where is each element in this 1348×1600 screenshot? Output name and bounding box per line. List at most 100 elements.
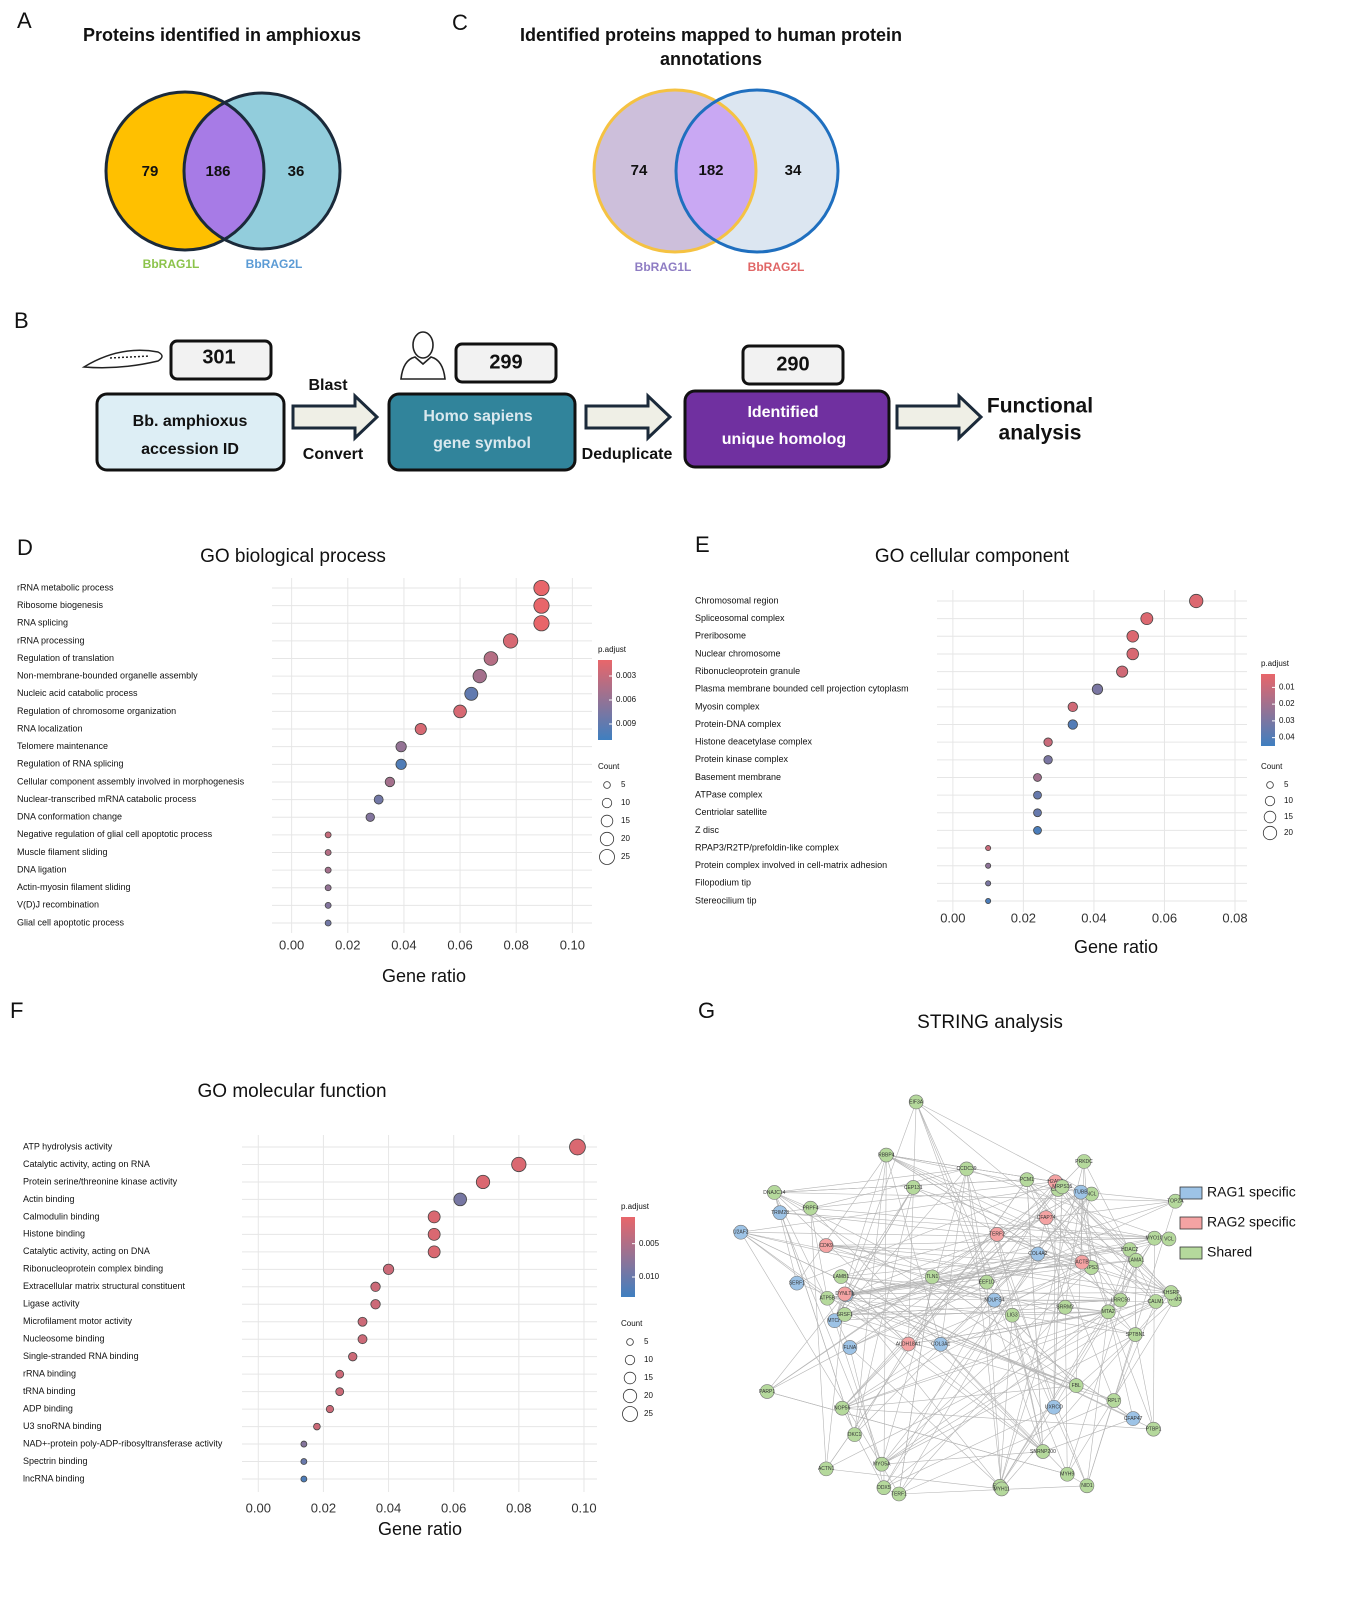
fish-icon bbox=[81, 349, 163, 369]
dot bbox=[427, 1227, 441, 1241]
step-box bbox=[683, 389, 891, 469]
step-count: 299 bbox=[489, 351, 522, 373]
step-count: 301 bbox=[202, 346, 235, 368]
node-label: MYO5A bbox=[873, 1462, 891, 1468]
node-label: SRSF1 bbox=[837, 1312, 853, 1318]
x-tick-label: 0.02 bbox=[311, 1500, 336, 1515]
size-label: 10 bbox=[621, 798, 630, 807]
category-label: U3 snoRNA binding bbox=[23, 1421, 102, 1431]
chart-title: STRING analysis bbox=[917, 1012, 1063, 1033]
legend-label: Shared bbox=[1207, 1244, 1252, 1260]
venn-count: 182 bbox=[698, 162, 723, 179]
node bbox=[733, 1224, 749, 1240]
category-label: Protein-DNA complex bbox=[695, 719, 782, 729]
edge bbox=[898, 1400, 1114, 1495]
node-label: U2AF2 bbox=[733, 1230, 749, 1236]
x-tick-label: 0.06 bbox=[447, 937, 472, 952]
legend-title: Count bbox=[1261, 762, 1283, 771]
edge bbox=[881, 1267, 1092, 1465]
edge bbox=[740, 1231, 1044, 1452]
node-label: LAMA1 bbox=[1128, 1258, 1145, 1264]
size-key bbox=[622, 1388, 638, 1404]
dot bbox=[503, 633, 519, 649]
node bbox=[1128, 1327, 1143, 1342]
dot bbox=[300, 1475, 308, 1483]
node bbox=[1038, 1210, 1054, 1225]
category-label: tRNA binding bbox=[23, 1386, 76, 1396]
x-tick-label: 0.10 bbox=[560, 937, 585, 952]
size-key bbox=[601, 797, 613, 809]
node bbox=[767, 1185, 782, 1200]
node bbox=[1100, 1304, 1116, 1320]
edge bbox=[940, 1168, 967, 1345]
node bbox=[994, 1481, 1009, 1497]
dot bbox=[985, 862, 992, 869]
node-label: CCDC39 bbox=[957, 1166, 977, 1172]
dot bbox=[357, 1316, 368, 1327]
dot bbox=[382, 1263, 395, 1275]
node bbox=[1148, 1294, 1164, 1309]
step-count: 290 bbox=[776, 353, 809, 375]
edge bbox=[827, 1297, 1013, 1316]
edge bbox=[1135, 1260, 1137, 1335]
dot bbox=[395, 758, 407, 770]
category-label: Nuclear-transcribed mRNA catabolic proce… bbox=[17, 794, 197, 804]
x-tick-label: 0.02 bbox=[1011, 910, 1036, 925]
edge bbox=[940, 1301, 1156, 1345]
edge bbox=[826, 1292, 1172, 1470]
node-label: COL4A2 bbox=[1028, 1251, 1047, 1257]
x-axis-label: Gene ratio bbox=[382, 966, 466, 986]
legend-title: p.adjust bbox=[598, 645, 627, 654]
category-label: Regulation of translation bbox=[17, 653, 114, 663]
dot bbox=[985, 898, 992, 904]
venn-count: 79 bbox=[142, 163, 159, 180]
edge bbox=[796, 1181, 1056, 1284]
node bbox=[837, 1286, 853, 1302]
colorbar-label: 0.009 bbox=[616, 719, 637, 728]
edge bbox=[740, 1231, 933, 1278]
edge bbox=[779, 1212, 883, 1465]
node bbox=[1128, 1253, 1144, 1268]
node-label: ALDH18A1 bbox=[896, 1341, 921, 1347]
edge bbox=[810, 1208, 827, 1469]
node-label: CEP131 bbox=[904, 1185, 923, 1191]
node bbox=[1057, 1299, 1073, 1315]
edge bbox=[881, 1299, 1121, 1465]
node bbox=[847, 1427, 862, 1442]
node bbox=[803, 1200, 818, 1216]
legend-title: p.adjust bbox=[621, 1202, 650, 1211]
node-label: NID1 bbox=[1081, 1483, 1093, 1489]
edge bbox=[996, 1234, 1044, 1452]
size-key bbox=[603, 781, 611, 789]
category-label: Ribosome biogenesis bbox=[17, 600, 104, 610]
edge bbox=[886, 1154, 1172, 1293]
dot bbox=[483, 651, 499, 666]
node bbox=[842, 1340, 858, 1355]
category-label: Ribonucleoprotein complex binding bbox=[23, 1264, 163, 1274]
edge bbox=[740, 1231, 1134, 1419]
category-label: Histone deacetylase complex bbox=[695, 737, 813, 747]
dot bbox=[1067, 719, 1078, 730]
edge bbox=[826, 1468, 1002, 1490]
category-label: lncRNA binding bbox=[23, 1473, 85, 1483]
colorbar bbox=[1261, 674, 1275, 746]
node-label: ACTB bbox=[1075, 1260, 1089, 1266]
category-label: Nucleic acid catabolic process bbox=[17, 688, 138, 698]
edge bbox=[881, 1301, 1157, 1465]
x-tick-label: 0.00 bbox=[279, 937, 304, 952]
dot bbox=[395, 741, 407, 753]
edge bbox=[840, 1276, 995, 1301]
x-tick-label: 0.08 bbox=[504, 937, 529, 952]
edge bbox=[840, 1276, 909, 1345]
node bbox=[901, 1336, 916, 1352]
edge bbox=[740, 1231, 1169, 1240]
edge bbox=[966, 1168, 1002, 1489]
category-label: Ligase activity bbox=[23, 1299, 80, 1309]
edge bbox=[1026, 1179, 1121, 1301]
node-label: SNRNP200 bbox=[1030, 1449, 1056, 1455]
edge bbox=[1037, 1253, 1172, 1293]
node bbox=[959, 1161, 974, 1177]
node bbox=[1161, 1231, 1177, 1247]
node bbox=[1004, 1307, 1020, 1323]
size-key bbox=[600, 814, 614, 828]
